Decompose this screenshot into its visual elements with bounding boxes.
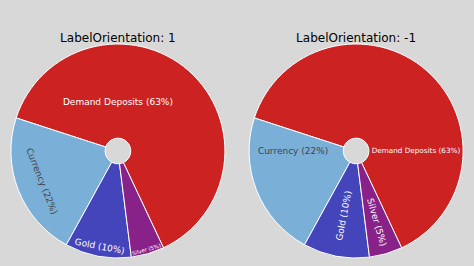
svg-text:LabelOrientation: 1: LabelOrientation: 1 [60, 31, 176, 45]
svg-text:Gold (10%): Gold (10%) [334, 190, 353, 242]
svg-text:Silver (5%): Silver (5%) [131, 242, 161, 256]
svg-text:Demand Deposits (63%): Demand Deposits (63%) [63, 97, 173, 107]
svg-text:Silver (5%): Silver (5%) [365, 197, 388, 247]
svg-text:Gold (10%): Gold (10%) [74, 237, 126, 256]
svg-text:Demand Deposits (63%): Demand Deposits (63%) [372, 146, 461, 155]
svg-text:Currency (22%): Currency (22%) [24, 147, 59, 216]
svg-text:Currency (22%): Currency (22%) [258, 146, 328, 156]
svg-text:LabelOrientation: -1: LabelOrientation: -1 [296, 31, 416, 45]
